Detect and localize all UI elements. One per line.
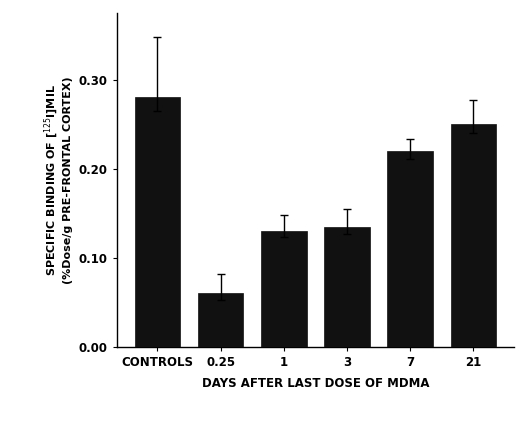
Y-axis label: SPECIFIC BINDING OF [$^{125}$I]MIL
(%Dose/g PRE-FRONTAL CORTEX): SPECIFIC BINDING OF [$^{125}$I]MIL (%Dos… <box>43 76 73 283</box>
X-axis label: DAYS AFTER LAST DOSE OF MDMA: DAYS AFTER LAST DOSE OF MDMA <box>201 377 429 390</box>
Bar <box>198 294 243 347</box>
Bar <box>261 231 306 347</box>
Bar <box>135 97 180 347</box>
Bar <box>387 151 433 347</box>
Bar <box>450 124 496 347</box>
Bar <box>324 227 370 347</box>
